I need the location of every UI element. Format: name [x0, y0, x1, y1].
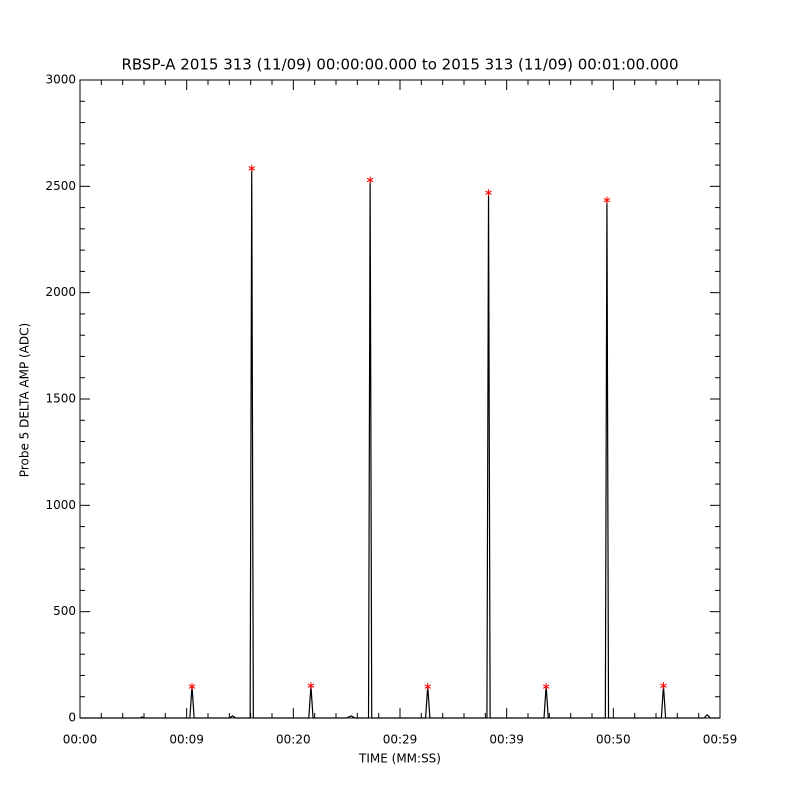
marker-stroke: [660, 683, 667, 688]
x-tick-label: 00:20: [276, 733, 311, 747]
peak-marker: [307, 682, 315, 690]
x-axis-label: TIME (MM:SS): [358, 752, 441, 766]
y-tick-label: 2000: [45, 285, 76, 299]
x-tick-label: 00:09: [169, 733, 204, 747]
y-tick-label: 3000: [45, 73, 76, 87]
peak-marker: [485, 189, 492, 197]
marker-stroke: [603, 197, 611, 203]
x-tick-label: 00:50: [596, 733, 631, 747]
marker-stroke: [307, 683, 315, 688]
peak-marker: [542, 683, 550, 691]
peak-marker: [660, 682, 667, 690]
peak-marker: [188, 683, 196, 691]
y-tick-label: 0: [68, 711, 76, 725]
peak-marker: [603, 196, 611, 204]
chart-title: RBSP-A 2015 313 (11/09) 00:00:00.000 to …: [121, 56, 678, 74]
y-tick-label: 2500: [45, 179, 76, 193]
y-tick-label: 1500: [45, 392, 76, 406]
marker-stroke: [542, 684, 550, 689]
marker-stroke: [485, 190, 492, 195]
peak-marker: [366, 176, 374, 184]
marker-stroke: [248, 166, 256, 171]
x-tick-label: 00:29: [383, 733, 418, 747]
peak-marker: [424, 683, 432, 691]
x-tick-label: 00:59: [703, 733, 738, 747]
y-tick-label: 1000: [45, 498, 76, 512]
x-tick-label: 00:39: [489, 733, 524, 747]
x-tick-label: 00:00: [63, 733, 98, 747]
marker-stroke: [188, 684, 196, 689]
peak-marker: [248, 164, 256, 172]
y-tick-label: 500: [53, 604, 76, 618]
y-axis-label: Probe 5 DELTA AMP (ADC): [18, 323, 32, 477]
marker-stroke: [424, 684, 432, 689]
marker-stroke: [366, 177, 374, 183]
